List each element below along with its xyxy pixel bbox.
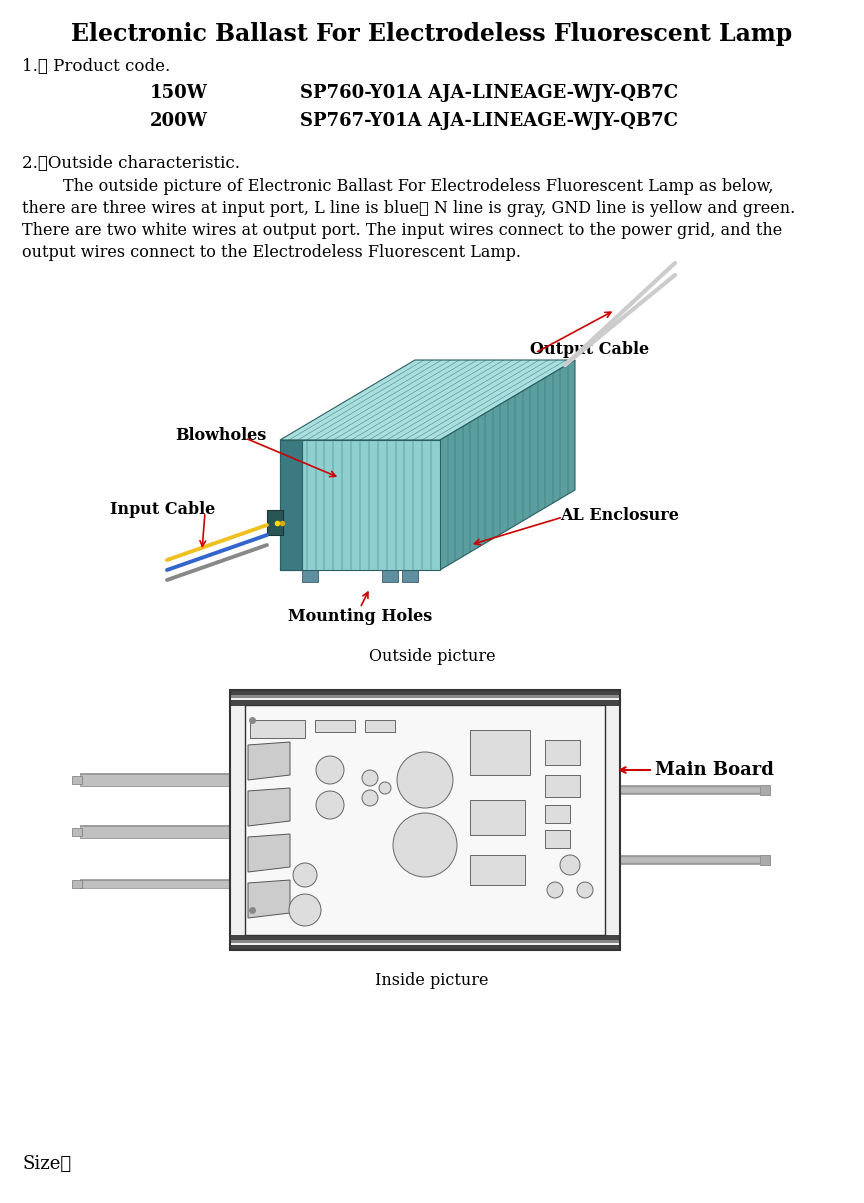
Text: 1.　 Product code.: 1. Product code. bbox=[22, 58, 170, 75]
Text: 200W: 200W bbox=[150, 112, 208, 130]
Bar bbox=[315, 721, 355, 731]
Text: Output Cable: Output Cable bbox=[530, 342, 649, 358]
Circle shape bbox=[393, 813, 457, 877]
Bar bbox=[72, 776, 82, 784]
Bar bbox=[545, 775, 580, 798]
Text: 2.　Outside characteristic.: 2. Outside characteristic. bbox=[22, 155, 240, 172]
Text: there are three wires at input port, L line is blue， N line is gray, GND line is: there are three wires at input port, L l… bbox=[22, 200, 795, 217]
Bar bbox=[470, 855, 525, 885]
Text: Electronic Ballast For Electrodeless Fluorescent Lamp: Electronic Ballast For Electrodeless Flu… bbox=[72, 22, 792, 46]
Bar bbox=[230, 691, 620, 950]
Text: output wires connect to the Electrodeless Fluorescent Lamp.: output wires connect to the Electrodeles… bbox=[22, 244, 521, 261]
Text: 150W: 150W bbox=[150, 84, 208, 102]
Text: The outside picture of Electronic Ballast For Electrodeless Fluorescent Lamp as : The outside picture of Electronic Ballas… bbox=[22, 178, 773, 195]
Text: Inside picture: Inside picture bbox=[375, 972, 489, 989]
Bar bbox=[365, 721, 395, 731]
Bar bbox=[230, 935, 620, 941]
Circle shape bbox=[560, 855, 580, 875]
Polygon shape bbox=[248, 834, 290, 872]
Polygon shape bbox=[248, 881, 290, 918]
Polygon shape bbox=[248, 742, 290, 780]
Bar bbox=[760, 855, 770, 865]
Text: SP760-Y01A AJA-LINEAGE-WJY-QB7C: SP760-Y01A AJA-LINEAGE-WJY-QB7C bbox=[300, 84, 678, 102]
Text: AL Enclosure: AL Enclosure bbox=[560, 506, 679, 523]
Circle shape bbox=[362, 790, 378, 806]
Bar bbox=[760, 786, 770, 795]
Bar bbox=[470, 800, 525, 835]
Bar bbox=[470, 730, 530, 775]
Circle shape bbox=[293, 863, 317, 887]
Circle shape bbox=[379, 782, 391, 794]
Bar bbox=[402, 570, 418, 582]
Text: Mounting Holes: Mounting Holes bbox=[288, 608, 432, 626]
Text: There are two white wires at output port. The input wires connect to the power g: There are two white wires at output port… bbox=[22, 223, 782, 239]
Bar bbox=[545, 805, 570, 823]
Bar bbox=[230, 691, 620, 950]
Circle shape bbox=[577, 882, 593, 897]
Circle shape bbox=[316, 792, 344, 819]
Bar bbox=[72, 881, 82, 888]
Text: Main Board: Main Board bbox=[655, 761, 774, 780]
Circle shape bbox=[316, 755, 344, 784]
Bar bbox=[230, 695, 620, 698]
Bar bbox=[545, 740, 580, 765]
Circle shape bbox=[362, 770, 378, 786]
Bar bbox=[302, 570, 318, 582]
Bar bbox=[245, 705, 605, 935]
Circle shape bbox=[547, 882, 563, 897]
Text: Size：: Size： bbox=[22, 1155, 71, 1173]
Polygon shape bbox=[280, 440, 302, 570]
Bar bbox=[230, 700, 620, 706]
Text: Outside picture: Outside picture bbox=[369, 648, 495, 665]
Bar bbox=[230, 946, 620, 952]
Bar bbox=[230, 691, 620, 697]
Bar bbox=[250, 721, 305, 737]
Text: Blowholes: Blowholes bbox=[175, 427, 266, 444]
Bar bbox=[545, 830, 570, 848]
Polygon shape bbox=[440, 360, 575, 570]
Text: Input Cable: Input Cable bbox=[110, 502, 215, 518]
Polygon shape bbox=[248, 788, 290, 826]
Polygon shape bbox=[280, 360, 575, 440]
Bar bbox=[267, 510, 283, 535]
Text: SP767-Y01A AJA-LINEAGE-WJY-QB7C: SP767-Y01A AJA-LINEAGE-WJY-QB7C bbox=[300, 112, 678, 130]
Circle shape bbox=[289, 894, 321, 926]
Bar bbox=[72, 828, 82, 836]
Bar bbox=[382, 570, 398, 582]
Bar bbox=[230, 940, 620, 943]
Circle shape bbox=[397, 752, 453, 808]
Polygon shape bbox=[280, 440, 440, 570]
